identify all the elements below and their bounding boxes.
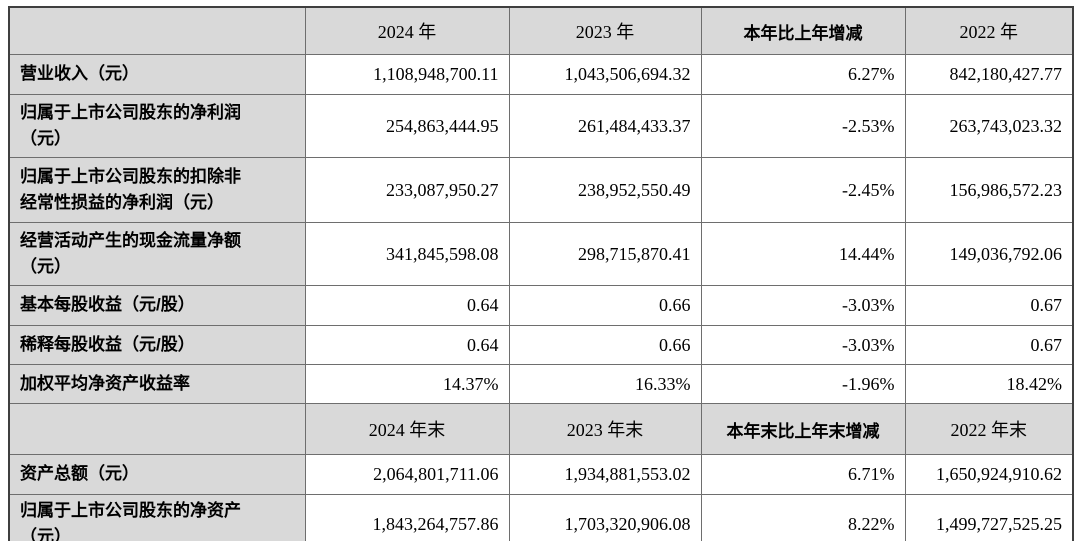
value-cell-change: 6.71%: [700, 454, 906, 495]
row-label: 稀释每股收益（元/股）: [8, 325, 306, 365]
value-cell-2022: 149,036,792.06: [904, 222, 1074, 286]
header-cell-2024: 2024 年: [304, 6, 510, 55]
row-label: 经营活动产生的现金流量净额 （元）: [8, 222, 306, 286]
value-cell-change: -3.03%: [700, 325, 906, 365]
value-cell-change: -2.53%: [700, 94, 906, 158]
table-header-year-end: 2024 年末 2023 年末 本年末比上年末增减 2022 年末: [8, 403, 1074, 455]
row-basic-eps: 基本每股收益（元/股） 0.64 0.66 -3.03% 0.67: [8, 285, 1074, 326]
header-cell-empty: [8, 403, 306, 455]
row-total-assets: 资产总额（元） 2,064,801,711.06 1,934,881,553.0…: [8, 454, 1074, 495]
value-cell-2024: 1,108,948,700.11: [304, 54, 510, 95]
table-header-annual: 2024 年 2023 年 本年比上年增减 2022 年: [8, 6, 1074, 55]
row-label: 加权平均净资产收益率: [8, 364, 306, 404]
row-net-profit-attributable: 归属于上市公司股东的净利润 （元） 254,863,444.95 261,484…: [8, 94, 1074, 158]
row-net-profit-deducting-non-recurring: 归属于上市公司股东的扣除非 经常性损益的净利润（元） 233,087,950.2…: [8, 157, 1074, 223]
value-cell-2023: 261,484,433.37: [508, 94, 702, 158]
row-diluted-eps: 稀释每股收益（元/股） 0.64 0.66 -3.03% 0.67: [8, 325, 1074, 365]
value-cell-2024: 341,845,598.08: [304, 222, 510, 286]
value-cell-2024: 2,064,801,711.06: [304, 454, 510, 495]
value-cell-change: 8.22%: [700, 493, 906, 541]
value-cell-2022: 0.67: [904, 285, 1074, 326]
header-cell-empty: [8, 6, 306, 55]
row-label: 营业收入（元）: [8, 54, 306, 95]
row-label: 归属于上市公司股东的净资产 （元）: [8, 493, 306, 541]
value-cell-2024: 1,843,264,757.86: [304, 493, 510, 541]
value-cell-2024: 0.64: [304, 285, 510, 326]
value-cell-2023: 0.66: [508, 285, 702, 326]
header-cell-year-end-change: 本年末比上年末增减: [700, 403, 906, 455]
row-label: 基本每股收益（元/股）: [8, 285, 306, 326]
value-cell-change: 14.44%: [700, 222, 906, 286]
value-cell-2022: 263,743,023.32: [904, 94, 1074, 158]
row-label: 资产总额（元）: [8, 454, 306, 495]
value-cell-2023: 1,043,506,694.32: [508, 54, 702, 95]
header-cell-yoy-change: 本年比上年增减: [700, 6, 906, 55]
row-label: 归属于上市公司股东的扣除非 经常性损益的净利润（元）: [8, 157, 306, 223]
row-label: 归属于上市公司股东的净利润 （元）: [8, 94, 306, 158]
value-cell-2022: 18.42%: [904, 364, 1074, 404]
row-net-assets-attributable: 归属于上市公司股东的净资产 （元） 1,843,264,757.86 1,703…: [8, 493, 1074, 541]
financial-summary-table: 2024 年 2023 年 本年比上年增减 2022 年 营业收入（元） 1,1…: [8, 6, 1074, 541]
row-weighted-avg-roe: 加权平均净资产收益率 14.37% 16.33% -1.96% 18.42%: [8, 364, 1074, 404]
header-cell-2024-year-end: 2024 年末: [304, 403, 510, 455]
value-cell-2023: 16.33%: [508, 364, 702, 404]
value-cell-change: -2.45%: [700, 157, 906, 223]
value-cell-change: -3.03%: [700, 285, 906, 326]
header-cell-2022: 2022 年: [904, 6, 1074, 55]
value-cell-2023: 1,934,881,553.02: [508, 454, 702, 495]
value-cell-2024: 0.64: [304, 325, 510, 365]
header-cell-2022-year-end: 2022 年末: [904, 403, 1074, 455]
value-cell-2024: 233,087,950.27: [304, 157, 510, 223]
header-cell-2023-year-end: 2023 年末: [508, 403, 702, 455]
value-cell-change: -1.96%: [700, 364, 906, 404]
value-cell-2022: 156,986,572.23: [904, 157, 1074, 223]
value-cell-2022: 1,499,727,525.25: [904, 493, 1074, 541]
value-cell-change: 6.27%: [700, 54, 906, 95]
value-cell-2023: 298,715,870.41: [508, 222, 702, 286]
row-net-cash-flow-operating: 经营活动产生的现金流量净额 （元） 341,845,598.08 298,715…: [8, 222, 1074, 286]
value-cell-2022: 1,650,924,910.62: [904, 454, 1074, 495]
value-cell-2023: 238,952,550.49: [508, 157, 702, 223]
value-cell-2023: 1,703,320,906.08: [508, 493, 702, 541]
header-cell-2023: 2023 年: [508, 6, 702, 55]
row-operating-revenue: 营业收入（元） 1,108,948,700.11 1,043,506,694.3…: [8, 54, 1074, 95]
value-cell-2023: 0.66: [508, 325, 702, 365]
value-cell-2022: 842,180,427.77: [904, 54, 1074, 95]
value-cell-2022: 0.67: [904, 325, 1074, 365]
value-cell-2024: 254,863,444.95: [304, 94, 510, 158]
value-cell-2024: 14.37%: [304, 364, 510, 404]
financial-summary-table-container: 2024 年 2023 年 本年比上年增减 2022 年 营业收入（元） 1,1…: [8, 6, 1074, 541]
